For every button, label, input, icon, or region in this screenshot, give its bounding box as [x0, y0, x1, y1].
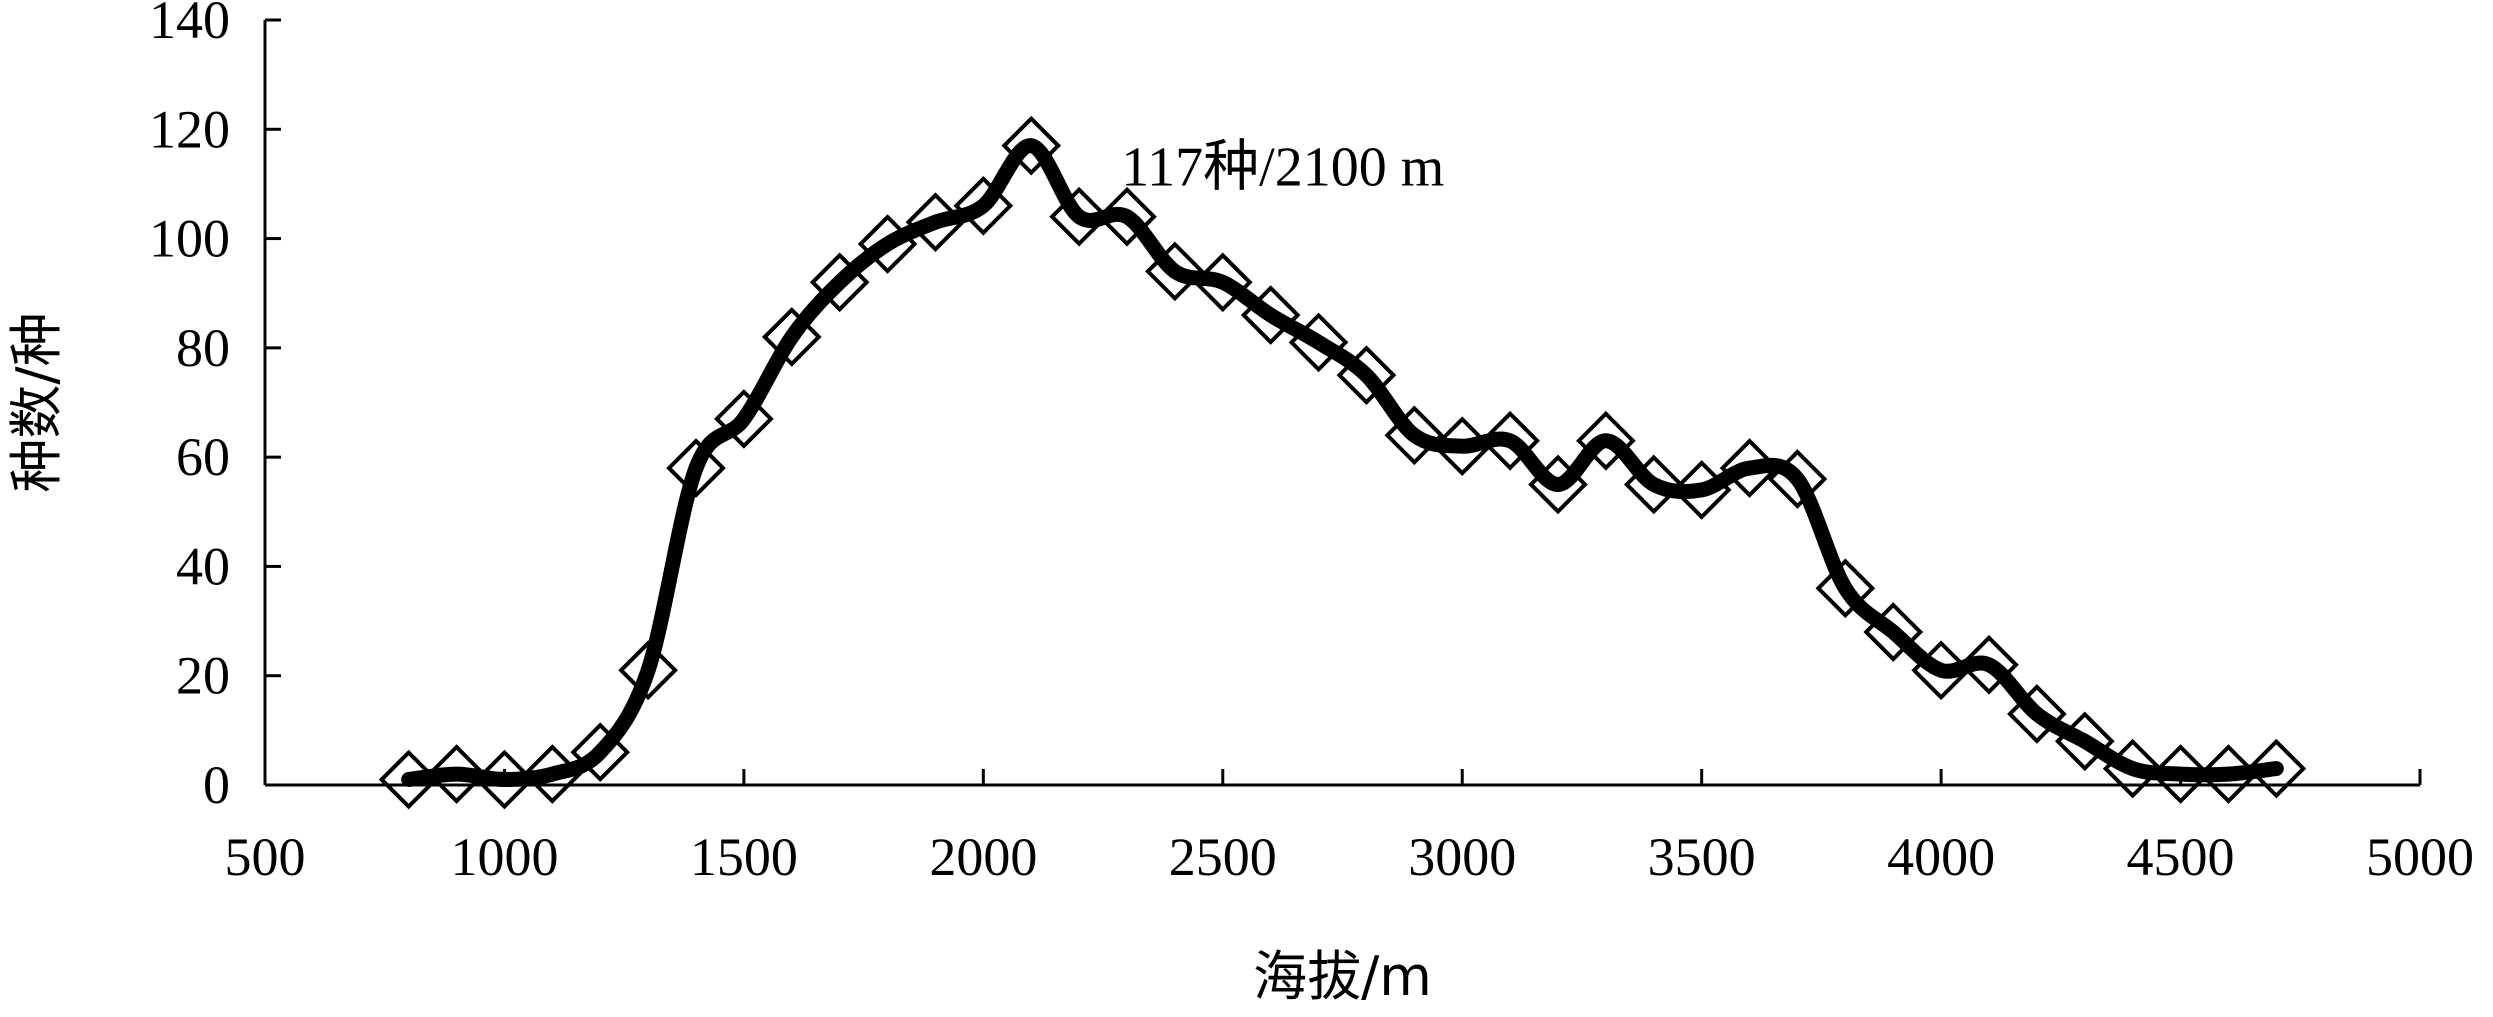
x-axis-title: 海拔/m — [1253, 945, 1432, 1008]
x-tick-label: 500 — [225, 827, 306, 887]
data-point — [1097, 186, 1157, 247]
data-point — [1623, 454, 1684, 515]
x-tick-label: 5000 — [2366, 827, 2474, 887]
data-point — [2007, 684, 2067, 744]
data-point — [1288, 312, 1349, 373]
data-point — [714, 389, 774, 449]
data-point — [570, 722, 631, 783]
data-point — [378, 749, 439, 810]
y-axis-title: 种数/种 — [5, 312, 68, 492]
y-axis-ticks: 0 20 40 60 80 100 120 140 — [149, 0, 281, 815]
data-point — [1863, 602, 1924, 662]
data-point — [1432, 416, 1493, 477]
data-point — [905, 192, 966, 253]
data-point — [1767, 449, 1828, 509]
x-tick-label: 3500 — [1648, 827, 1756, 887]
x-tick-label: 1000 — [450, 827, 558, 887]
x-tick-label: 2500 — [1169, 827, 1277, 887]
data-point — [1815, 558, 1876, 619]
y-tick-label: 60 — [176, 427, 230, 487]
data-point — [666, 438, 726, 498]
data-point — [1959, 634, 2019, 695]
data-point — [2150, 744, 2211, 804]
y-tick-label: 40 — [176, 536, 230, 596]
data-point — [474, 749, 535, 810]
data-point — [1049, 186, 1109, 247]
x-tick-label: 4000 — [1887, 827, 1995, 887]
y-tick-label: 80 — [176, 318, 230, 378]
data-point — [2054, 711, 2115, 772]
data-point — [1192, 252, 1253, 313]
data-point — [2246, 738, 2307, 799]
data-point — [2102, 738, 2163, 799]
y-tick-label: 0 — [203, 755, 230, 815]
data-point — [426, 744, 487, 804]
data-point — [1480, 410, 1540, 471]
data-points — [378, 115, 2307, 810]
x-tick-label: 2000 — [929, 827, 1037, 887]
data-point — [1719, 438, 1780, 498]
x-tick-label: 3000 — [1408, 827, 1516, 887]
data-point — [809, 252, 870, 313]
series-line — [401, 138, 2284, 787]
data-point — [1528, 454, 1588, 515]
data-point — [857, 214, 918, 274]
data-point — [1240, 285, 1301, 345]
data-point — [1911, 640, 1971, 701]
data-point — [953, 175, 1014, 236]
data-point — [1384, 405, 1445, 466]
data-point — [1576, 410, 1636, 471]
x-tick-label: 1500 — [690, 827, 798, 887]
axes — [263, 20, 2420, 787]
data-point — [761, 307, 822, 367]
data-point — [1145, 241, 1205, 302]
y-tick-label: 100 — [149, 209, 230, 269]
data-point — [1336, 345, 1397, 406]
data-point — [1671, 460, 1732, 520]
y-tick-label: 120 — [149, 99, 230, 159]
data-point — [618, 640, 678, 701]
x-tick-label: 4500 — [2127, 827, 2235, 887]
y-tick-label: 20 — [176, 646, 230, 706]
data-point — [1001, 115, 1062, 176]
peak-annotation: 117种/2100 m — [1121, 137, 1444, 199]
data-point — [522, 744, 583, 804]
x-axis-ticks: 500 1000 1500 2000 2500 3000 3500 4000 4500 5000 — [225, 769, 2474, 887]
y-tick-label: 140 — [149, 0, 230, 50]
data-point — [2198, 744, 2259, 804]
